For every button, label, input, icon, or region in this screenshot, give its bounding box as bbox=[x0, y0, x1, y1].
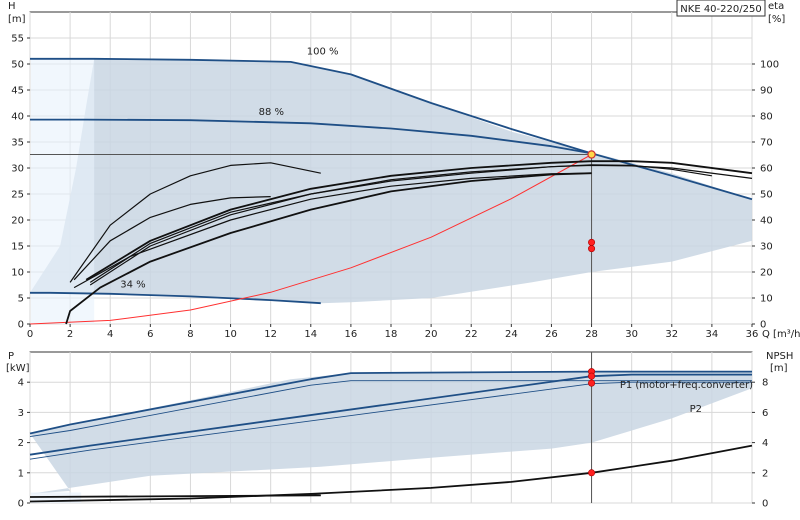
y-tick-label: 15 bbox=[11, 242, 24, 253]
npsh-tick-label: 8 bbox=[762, 378, 768, 389]
npsh-axis-label: NPSH bbox=[766, 351, 793, 362]
power-marker bbox=[588, 379, 596, 387]
x-tick-label: 16 bbox=[345, 329, 358, 340]
legend-p2: P2 bbox=[690, 404, 702, 415]
x-tick-label: 6 bbox=[147, 329, 153, 340]
speed-label: 34 % bbox=[120, 280, 145, 291]
y-tick-label: 5 bbox=[18, 294, 24, 305]
power-range-area bbox=[30, 371, 752, 494]
power-curve-5 bbox=[29, 444, 753, 503]
x-tick-label: 28 bbox=[585, 329, 598, 340]
x-tick-label: 8 bbox=[187, 329, 193, 340]
curve-eta-8 bbox=[89, 164, 712, 283]
x-tick-label: 4 bbox=[107, 329, 113, 340]
power-curve-1 bbox=[29, 380, 752, 438]
npsh-tick-label: 0 bbox=[762, 499, 768, 510]
curve-head-34-2 bbox=[30, 291, 321, 305]
y-tick-label: 25 bbox=[11, 190, 24, 201]
power-marker bbox=[588, 372, 596, 380]
y-axis-unit: [m] bbox=[8, 14, 26, 25]
curve-head-100-0 bbox=[30, 57, 753, 201]
y-tick-label: 30 bbox=[11, 164, 24, 175]
x-tick-label: 20 bbox=[425, 329, 438, 340]
curve-eta-10 bbox=[73, 172, 592, 289]
x-tick-label: 36 bbox=[746, 329, 759, 340]
x-axis-label: Q [m³/h] bbox=[762, 329, 800, 340]
npsh-axis-unit: [m] bbox=[770, 363, 788, 374]
p-tick-label: 1 bbox=[18, 468, 24, 479]
curve-head-88-1 bbox=[30, 118, 592, 155]
x-tick-label: 22 bbox=[465, 329, 478, 340]
curve-eta-5 bbox=[73, 196, 271, 281]
legend-p1: P1 (motor+freq.converter) bbox=[620, 380, 753, 391]
chart-title: NKE 40-220/250 bbox=[680, 4, 761, 15]
title-box bbox=[676, 0, 766, 17]
p-axis-unit: [kW] bbox=[6, 363, 30, 374]
npsh-marker bbox=[588, 469, 596, 477]
curve-eta-4 bbox=[69, 162, 321, 283]
x-tick-label: 10 bbox=[224, 329, 237, 340]
y2-tick-label: 70 bbox=[760, 138, 773, 149]
y2-tick-label: 30 bbox=[760, 242, 773, 253]
curve-system-curve-3 bbox=[29, 154, 592, 325]
p-axis-label: P bbox=[8, 351, 14, 362]
y-tick-label: 0 bbox=[18, 320, 24, 331]
low-flow-zone bbox=[31, 58, 95, 325]
y2-axis-label: eta bbox=[768, 1, 784, 12]
y2-tick-label: 50 bbox=[760, 190, 773, 201]
y2-axis-unit: [%] bbox=[768, 14, 785, 25]
x-tick-label: 18 bbox=[385, 329, 398, 340]
speed-label: 100 % bbox=[307, 47, 339, 58]
y2-tick-label: 0 bbox=[760, 320, 766, 331]
p-tick-label: 3 bbox=[18, 408, 24, 419]
x-tick-label: 30 bbox=[625, 329, 638, 340]
npsh-tick-label: 4 bbox=[762, 438, 768, 449]
y-tick-label: 50 bbox=[11, 60, 24, 71]
p-tick-label: 4 bbox=[18, 378, 24, 389]
x-tick-label: 0 bbox=[27, 329, 33, 340]
x-tick-label: 34 bbox=[706, 329, 719, 340]
x-tick-label: 12 bbox=[264, 329, 277, 340]
y-tick-label: 55 bbox=[11, 34, 24, 45]
efficiency-marker bbox=[588, 238, 596, 246]
npsh-tick-label: 6 bbox=[762, 408, 768, 419]
y2-tick-label: 80 bbox=[760, 112, 773, 123]
y-tick-label: 10 bbox=[11, 268, 24, 279]
y-axis-label: H bbox=[8, 1, 16, 12]
npsh-tick-label: 2 bbox=[762, 468, 768, 479]
y2-tick-label: 10 bbox=[760, 294, 773, 305]
x-tick-label: 26 bbox=[545, 329, 558, 340]
y-tick-label: 45 bbox=[11, 86, 24, 97]
y2-tick-label: 40 bbox=[760, 216, 773, 227]
y-tick-label: 40 bbox=[11, 112, 24, 123]
power-curve-0 bbox=[29, 370, 752, 435]
p-tick-label: 0 bbox=[18, 499, 24, 510]
y-tick-label: 35 bbox=[11, 138, 24, 149]
y-tick-label: 20 bbox=[11, 216, 24, 227]
x-tick-label: 32 bbox=[665, 329, 678, 340]
p-tick-label: 2 bbox=[18, 438, 24, 449]
speed-label: 88 % bbox=[259, 107, 284, 118]
y2-tick-label: 90 bbox=[760, 86, 773, 97]
x-tick-label: 14 bbox=[304, 329, 317, 340]
curve-eta-6 bbox=[85, 160, 753, 281]
x-tick-label: 24 bbox=[505, 329, 518, 340]
y2-tick-label: 100 bbox=[760, 60, 779, 71]
x-tick-label: 2 bbox=[67, 329, 73, 340]
efficiency-marker bbox=[588, 245, 596, 253]
duty-point-marker bbox=[587, 150, 596, 159]
y2-tick-label: 60 bbox=[760, 164, 773, 175]
curve-eta-9 bbox=[65, 172, 592, 325]
y2-tick-label: 20 bbox=[760, 268, 773, 279]
